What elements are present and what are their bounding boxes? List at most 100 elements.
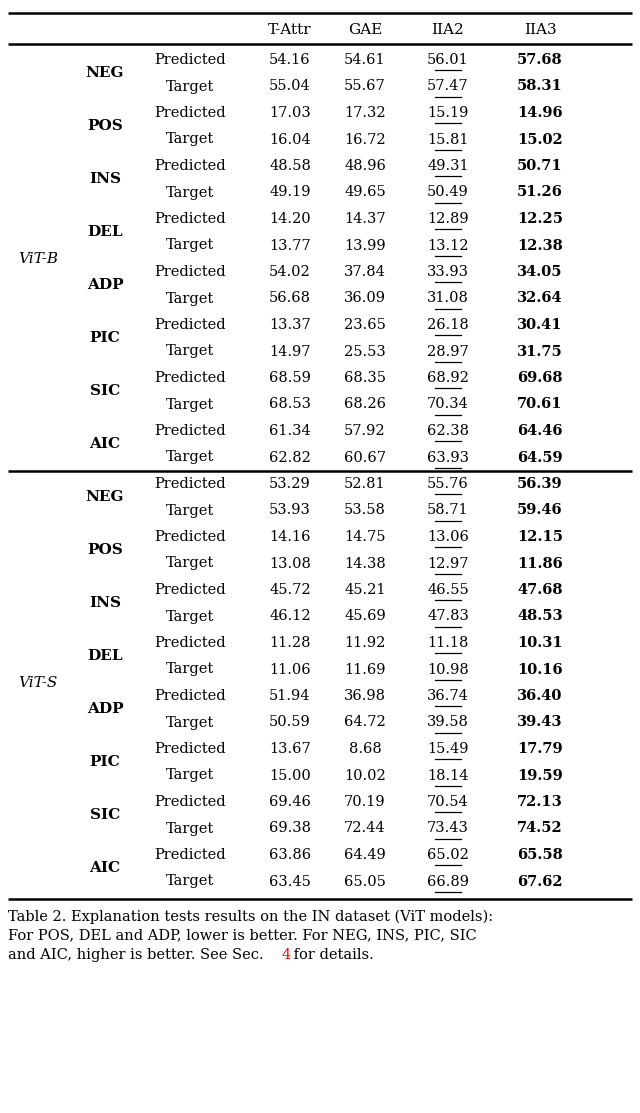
Text: Target: Target [166,875,214,888]
Text: 70.54: 70.54 [427,795,469,809]
Text: 64.72: 64.72 [344,716,386,729]
Text: 30.41: 30.41 [517,318,563,332]
Text: 59.46: 59.46 [517,503,563,518]
Text: 47.83: 47.83 [427,610,469,623]
Text: 62.38: 62.38 [427,424,469,439]
Text: 64.59: 64.59 [517,451,563,464]
Text: 70.34: 70.34 [427,397,469,412]
Text: 4: 4 [281,948,291,962]
Text: 68.26: 68.26 [344,397,386,412]
Text: Predicted: Predicted [154,53,226,67]
Text: 17.79: 17.79 [517,742,563,756]
Text: ADP: ADP [86,278,124,293]
Text: 19.59: 19.59 [517,768,563,782]
Text: 70.61: 70.61 [517,397,563,412]
Text: SIC: SIC [90,384,120,398]
Text: 50.59: 50.59 [269,716,311,729]
Text: 13.99: 13.99 [344,238,386,253]
Text: 47.68: 47.68 [517,583,563,597]
Text: IIA2: IIA2 [431,23,465,37]
Text: 23.65: 23.65 [344,318,386,332]
Text: 69.38: 69.38 [269,821,311,836]
Text: 48.53: 48.53 [517,610,563,623]
Text: Predicted: Predicted [154,848,226,861]
Text: 36.98: 36.98 [344,689,386,703]
Text: 14.16: 14.16 [269,530,311,544]
Text: and AIC, higher is better. See Sec.: and AIC, higher is better. See Sec. [8,948,268,962]
Text: 57.47: 57.47 [427,79,469,93]
Text: POS: POS [87,119,123,134]
Text: ADP: ADP [86,702,124,717]
Text: 11.06: 11.06 [269,662,311,677]
Text: 58.31: 58.31 [517,79,563,93]
Text: 26.18: 26.18 [427,318,469,332]
Text: POS: POS [87,543,123,558]
Text: 12.15: 12.15 [517,530,563,544]
Text: Target: Target [166,238,214,253]
Text: 36.40: 36.40 [517,689,563,703]
Text: 10.02: 10.02 [344,768,386,782]
Text: Target: Target [166,556,214,571]
Text: 11.92: 11.92 [344,636,386,650]
Text: 12.38: 12.38 [517,238,563,253]
Text: 51.26: 51.26 [517,186,563,199]
Text: 34.05: 34.05 [517,265,563,279]
Text: IIA3: IIA3 [524,23,556,37]
Text: 10.98: 10.98 [427,662,469,677]
Text: Predicted: Predicted [154,477,226,491]
Text: 13.08: 13.08 [269,556,311,571]
Text: Target: Target [166,132,214,147]
Text: 53.29: 53.29 [269,477,311,491]
Text: 73.43: 73.43 [427,821,469,836]
Text: Predicted: Predicted [154,106,226,120]
Text: 15.81: 15.81 [428,132,468,147]
Text: 45.69: 45.69 [344,610,386,623]
Text: INS: INS [89,597,121,610]
Text: Predicted: Predicted [154,742,226,756]
Text: 25.53: 25.53 [344,345,386,358]
Text: 56.01: 56.01 [427,53,469,67]
Text: SIC: SIC [90,808,120,823]
Text: 66.89: 66.89 [427,875,469,888]
Text: 72.44: 72.44 [344,821,386,836]
Text: 70.19: 70.19 [344,795,386,809]
Text: ViT-B: ViT-B [18,252,58,266]
Text: 12.89: 12.89 [427,211,469,226]
Text: 45.72: 45.72 [269,583,311,597]
Text: 63.45: 63.45 [269,875,311,888]
Text: Target: Target [166,821,214,836]
Text: 45.21: 45.21 [344,583,386,597]
Text: Target: Target [166,610,214,623]
Text: 65.58: 65.58 [517,848,563,861]
Text: Predicted: Predicted [154,689,226,703]
Text: 57.92: 57.92 [344,424,386,439]
Text: 48.58: 48.58 [269,159,311,173]
Text: Predicted: Predicted [154,371,226,385]
Text: 28.97: 28.97 [427,345,469,358]
Text: 14.38: 14.38 [344,556,386,571]
Text: 68.35: 68.35 [344,371,386,385]
Text: Predicted: Predicted [154,795,226,809]
Text: 31.75: 31.75 [517,345,563,358]
Text: DEL: DEL [87,225,123,239]
Text: 53.58: 53.58 [344,503,386,518]
Text: ViT-S: ViT-S [19,676,58,690]
Text: 62.82: 62.82 [269,451,311,464]
Text: 36.09: 36.09 [344,292,386,305]
Text: PIC: PIC [90,332,120,345]
Text: Target: Target [166,397,214,412]
Text: 54.61: 54.61 [344,53,386,67]
Text: 13.12: 13.12 [428,238,468,253]
Text: 52.81: 52.81 [344,477,386,491]
Text: Predicted: Predicted [154,211,226,226]
Text: Target: Target [166,186,214,199]
Text: 49.65: 49.65 [344,186,386,199]
Text: 58.71: 58.71 [427,503,469,518]
Text: 68.59: 68.59 [269,371,311,385]
Text: 65.05: 65.05 [344,875,386,888]
Text: GAE: GAE [348,23,382,37]
Text: 11.28: 11.28 [269,636,311,650]
Text: 13.77: 13.77 [269,238,311,253]
Text: Predicted: Predicted [154,159,226,173]
Text: 32.64: 32.64 [517,292,563,305]
